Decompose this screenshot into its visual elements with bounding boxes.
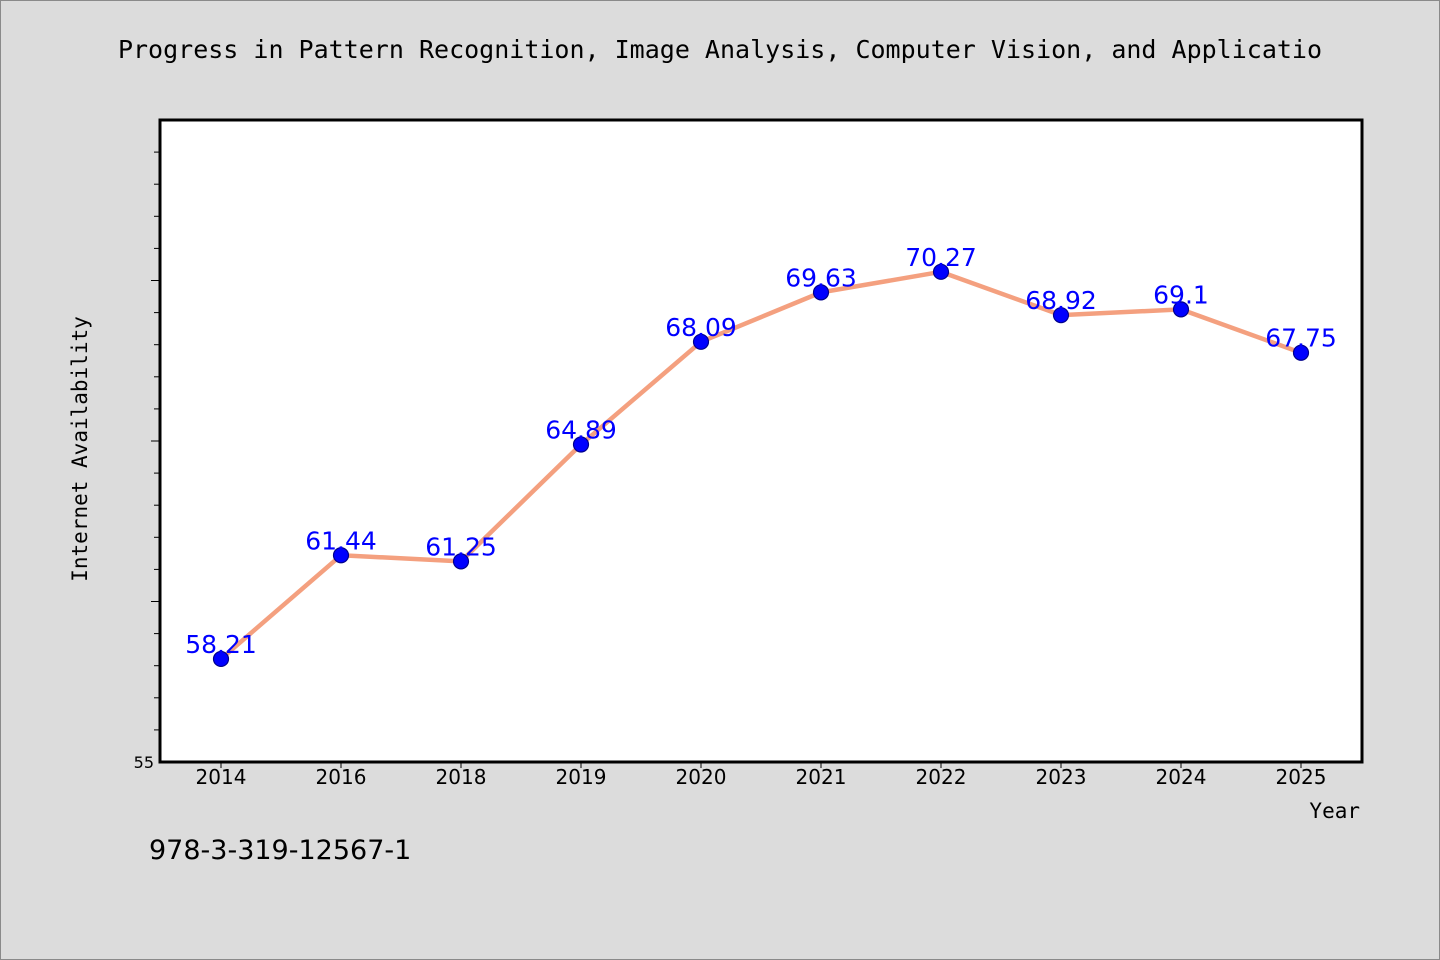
data-label: 58.21	[185, 630, 257, 659]
y-axis-ticks: 55	[134, 151, 160, 772]
data-point	[1172, 301, 1190, 318]
data-label: 68.92	[1025, 286, 1097, 315]
data-label: 69.63	[785, 263, 857, 292]
series-line	[218, 269, 1304, 662]
isbn-identifier: 978-3-319-12567-1	[149, 835, 412, 866]
data-point	[692, 333, 710, 350]
data-label: 70.27	[905, 243, 977, 272]
data-point	[1052, 307, 1070, 324]
x-tick-label: 2022	[916, 765, 967, 789]
data-point	[932, 263, 950, 280]
data-point	[572, 436, 590, 453]
data-point	[452, 553, 470, 570]
x-tick-label: 2014	[196, 765, 247, 789]
series-markers	[212, 263, 1310, 668]
data-label: 61.25	[425, 532, 497, 561]
x-tick-label: 2021	[796, 765, 847, 789]
data-label: 69.1	[1153, 280, 1209, 309]
data-point	[332, 547, 350, 564]
y-tick-label: 55	[134, 753, 154, 772]
x-tick-label: 2020	[676, 765, 727, 789]
data-point	[1292, 344, 1310, 361]
data-labels: 58.21 61.44 61.25 64.89 68.09 69.63 70.27 68.92…	[185, 243, 1337, 659]
data-point	[212, 650, 230, 668]
series-line-layer	[218, 269, 1304, 662]
x-axis-tick-labels: 2014 2016 2018 2019 2020 2021 2022 2023 2024 2025	[196, 762, 1327, 789]
x-tick-label: 2016	[316, 765, 367, 789]
x-tick-label: 2023	[1036, 765, 1087, 789]
x-tick-label: 2024	[1156, 765, 1207, 789]
x-tick-label: 2019	[556, 765, 607, 789]
data-label: 68.09	[665, 313, 737, 342]
x-tick-label: 2018	[436, 765, 487, 789]
data-label: 64.89	[545, 416, 617, 445]
x-tick-label: 2025	[1276, 765, 1327, 789]
data-label: 67.75	[1265, 324, 1337, 353]
data-label: 61.44	[305, 526, 377, 555]
chart-title: Progress in Pattern Recognition, Image A…	[117, 35, 1323, 64]
x-axis-label: Year	[1309, 799, 1360, 823]
data-point	[812, 284, 830, 301]
y-axis-label: Internet Availability	[68, 316, 92, 582]
plot-area	[158, 118, 1364, 764]
